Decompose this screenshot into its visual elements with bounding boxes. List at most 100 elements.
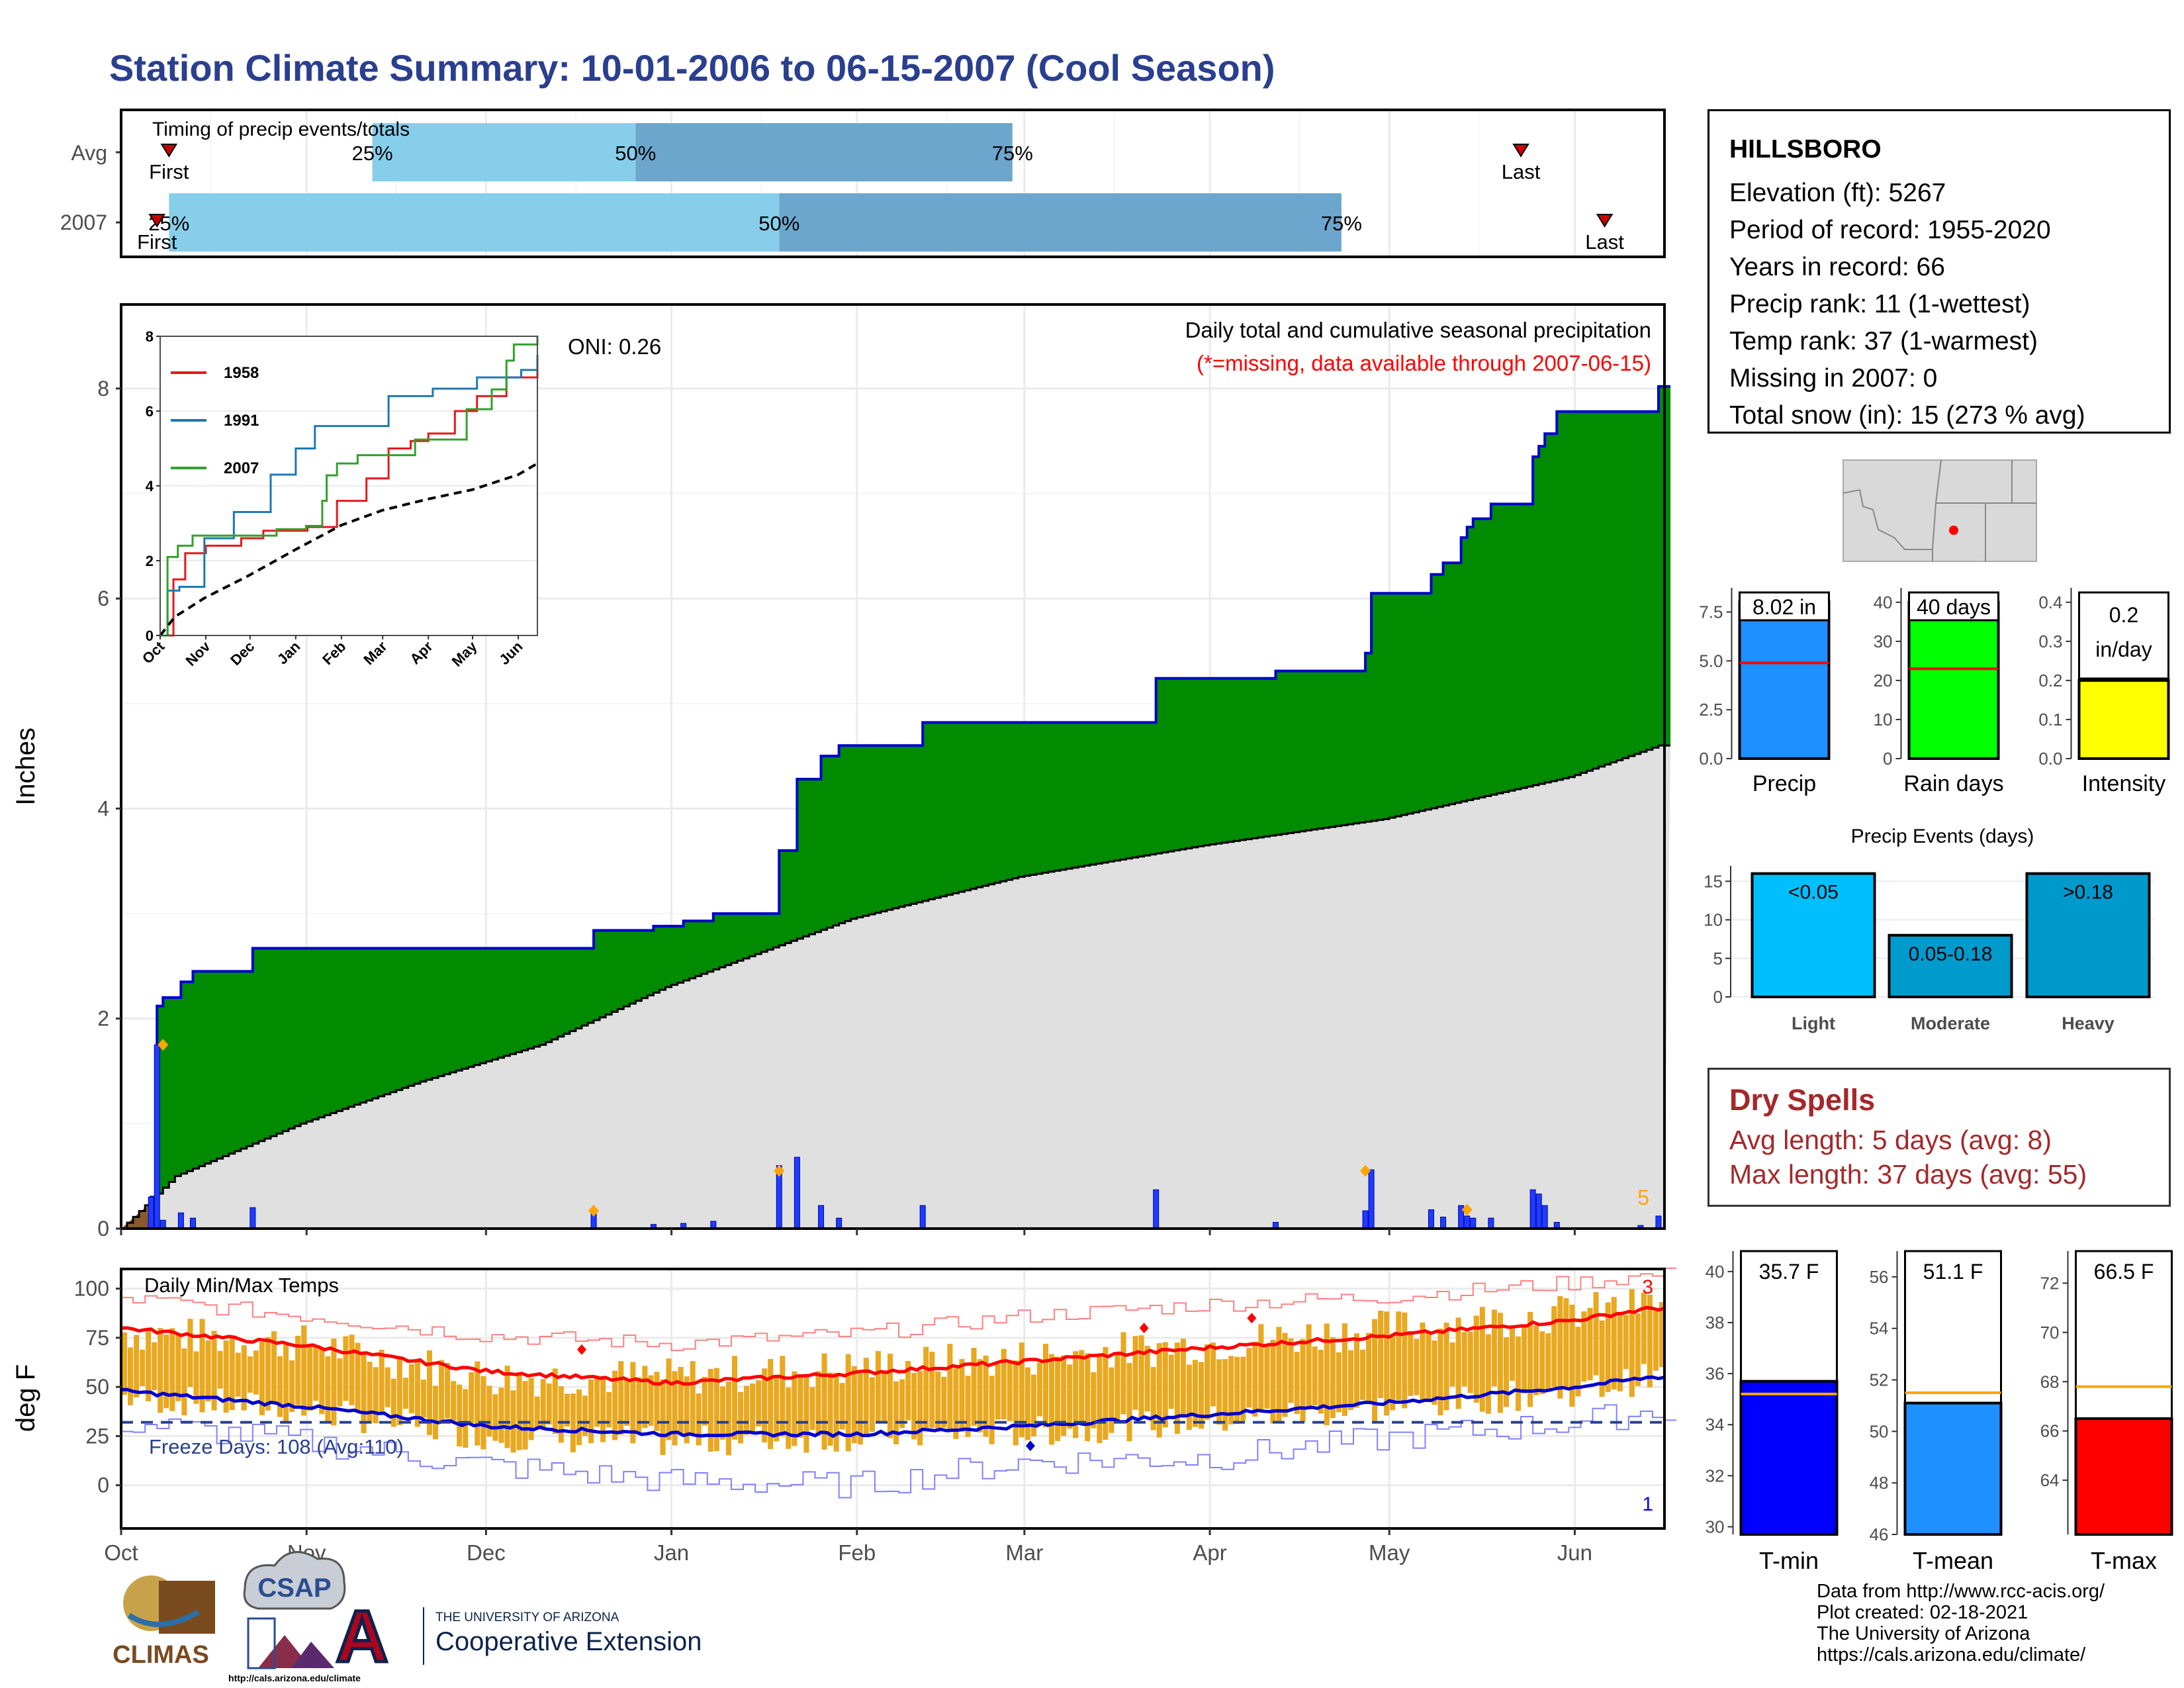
temp-daily-bar	[696, 1393, 702, 1446]
month-label: Jun	[1557, 1540, 1592, 1565]
dry-spells-box: Dry Spells Avg length: 5 days (avg: 8) M…	[1707, 1068, 2171, 1207]
temp-daily-bar	[1024, 1367, 1030, 1440]
temp-daily-bar	[588, 1379, 594, 1444]
temp-daily-bar	[1629, 1289, 1635, 1397]
page-title: Station Climate Summary: 10-01-2006 to 0…	[109, 47, 1275, 89]
timing-2007-last-label: Last	[1585, 230, 1624, 254]
precip-summary-tick-label: 5.0	[1699, 651, 1723, 671]
temp-daily-bar	[1461, 1332, 1467, 1387]
events-bar-label: <0.05	[1788, 882, 1839, 904]
temp-count-top: 3	[1642, 1276, 1653, 1298]
temp-daily-bar	[122, 1332, 128, 1395]
events-category-label: Moderate	[1911, 1013, 1990, 1033]
temp-daily-bar	[1162, 1342, 1168, 1428]
temp-daily-bar	[1563, 1298, 1569, 1387]
raindays-summary-bar	[1907, 600, 2000, 760]
temp-daily-bar	[402, 1378, 408, 1409]
temp-daily-bar	[265, 1336, 271, 1411]
month-label: Oct	[104, 1540, 138, 1565]
inset-line-1991	[160, 355, 539, 637]
temp-daily-bar	[1156, 1343, 1162, 1438]
tmax-summary-label: T-max	[2091, 1547, 2157, 1574]
temp-daily-bar	[355, 1342, 361, 1413]
temp-daily-bar	[881, 1370, 887, 1422]
temp-daily-bar	[1109, 1367, 1115, 1433]
events-category-label: Heavy	[2062, 1013, 2115, 1033]
temp-daily-bar	[1491, 1309, 1497, 1387]
temp-daily-bar	[983, 1355, 989, 1437]
temp-daily-bar	[690, 1361, 696, 1434]
raindays-summary-tick-label: 20	[1874, 671, 1893, 690]
temp-daily-bar	[953, 1368, 959, 1439]
temp-daily-bar	[803, 1376, 809, 1453]
temp-daily-bar	[1611, 1297, 1617, 1390]
daily-precip-bar	[154, 1044, 160, 1229]
temp-daily-bar	[229, 1336, 235, 1411]
temp-daily-bar	[187, 1319, 193, 1387]
temp-daily-bar	[1426, 1331, 1432, 1400]
precip-summary-value-box	[1739, 591, 1830, 622]
station-info-box: HILLSBORO Elevation (ft): 5267 Period of…	[1707, 109, 2171, 434]
precip-panel: 0 2 4 6 8 Daily total and cumulative seasona…	[11, 303, 1671, 1241]
climas-logo: CLIMAS	[113, 1575, 215, 1669]
temp-daily-bar	[899, 1379, 905, 1429]
temp-daily-bar	[1557, 1295, 1563, 1399]
credits: Data from http://www.rcc-acis.org/ Plot …	[1817, 1581, 2105, 1665]
daily-precip-bar	[836, 1217, 842, 1229]
temp-daily-bar	[1288, 1338, 1294, 1403]
temp-daily-bar	[439, 1360, 445, 1423]
temp-lines	[120, 1267, 1677, 1499]
temp-daily-bar	[540, 1379, 546, 1430]
temp-daily-bar	[893, 1381, 899, 1444]
temp-daily-bar	[193, 1351, 199, 1404]
temp-daily-bar	[1545, 1333, 1551, 1391]
temp-daily-bar	[786, 1387, 792, 1449]
temp-daily-bar	[989, 1376, 995, 1444]
temp-daily-bar	[1168, 1354, 1174, 1409]
precip-y-tick-label: 2	[97, 1007, 109, 1031]
temp-panel: 0 25 50 75 100 Daily Min/Max Temps Freeze Da…	[11, 1267, 1677, 1565]
temp-daily-bar	[1205, 1344, 1210, 1420]
temp-daily-bar	[373, 1367, 379, 1424]
record-count: 5	[1637, 1186, 1649, 1209]
temp-daily-bar	[1132, 1336, 1138, 1410]
temp-daily-bar	[1516, 1336, 1522, 1411]
daily-precip-bar	[1464, 1215, 1471, 1229]
tmin-summary-bar	[1739, 1380, 1839, 1536]
record-high-marker	[576, 1344, 586, 1355]
temp-daily-bar	[1282, 1333, 1288, 1417]
temp-daily-bar	[600, 1376, 606, 1442]
month-label: Dec	[467, 1540, 506, 1565]
temp-daily-bar	[809, 1387, 815, 1430]
temp-daily-bar	[576, 1389, 582, 1446]
temp-daily-bar	[1019, 1342, 1024, 1438]
temp-daily-bar	[1210, 1342, 1216, 1407]
temp-daily-bar	[636, 1377, 642, 1434]
temp-daily-bar	[1306, 1324, 1312, 1407]
temp-daily-bar	[217, 1350, 223, 1389]
temp-daily-bar	[1384, 1311, 1390, 1416]
temp-daily-bar	[1653, 1310, 1659, 1371]
events-tick-label: 5	[1713, 949, 1723, 968]
events-bar-label: >0.18	[2063, 882, 2113, 904]
temp-daily-bar	[971, 1348, 977, 1426]
temp-daily-bar	[414, 1360, 420, 1427]
temp-daily-bar	[1390, 1335, 1396, 1411]
temp-daily-bar	[744, 1385, 750, 1435]
dry-spells-max: Max length: 37 days (avg: 55)	[1729, 1159, 2087, 1190]
temp-daily-bar	[935, 1371, 941, 1432]
record-precip-marker	[588, 1205, 600, 1217]
temp-daily-bar	[289, 1360, 295, 1412]
temp-daily-bar	[1174, 1342, 1180, 1434]
temp-daily-bar	[504, 1366, 510, 1448]
timing-row-avg: Avg	[71, 141, 107, 165]
temp-daily-bar	[1408, 1331, 1414, 1396]
station-marker	[1949, 526, 1958, 535]
temp-daily-bar	[158, 1328, 163, 1413]
timing-2007-first-marker	[148, 214, 166, 228]
average-cumulative-line	[121, 744, 1671, 1230]
tmin-summary-tick-label: 40	[1706, 1262, 1725, 1282]
temp-daily-bar	[977, 1359, 983, 1432]
